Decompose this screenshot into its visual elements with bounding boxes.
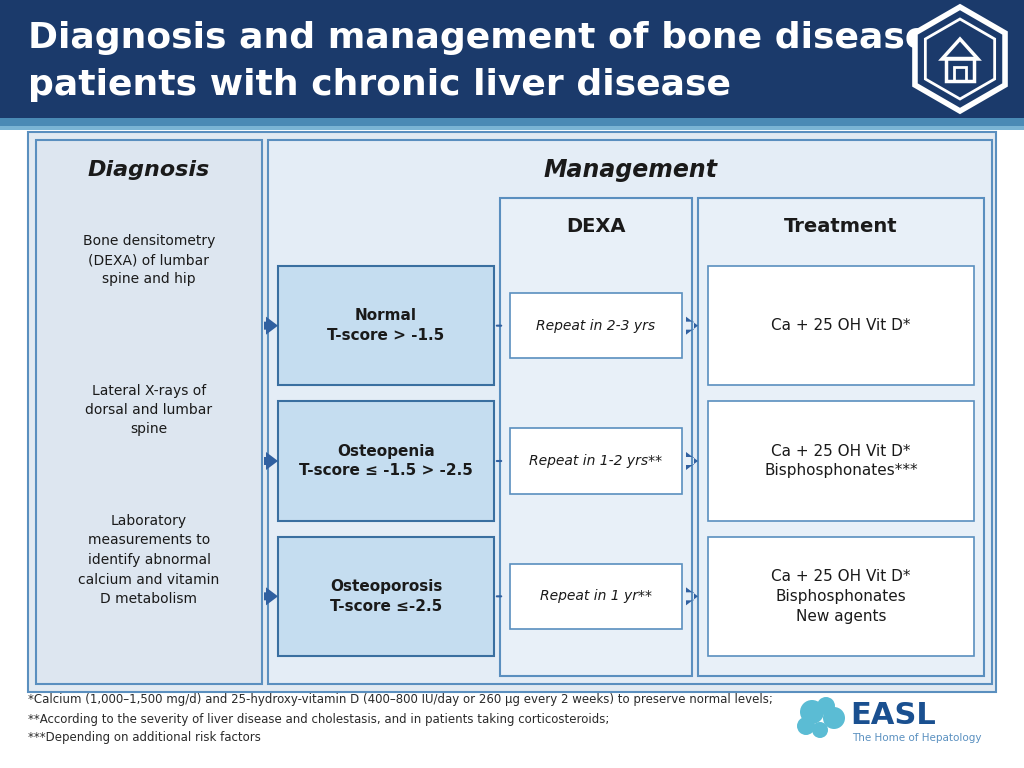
Bar <box>510 293 682 359</box>
Text: Laboratory
measurements to
identify abnormal
calcium and vitamin
D metabolism: Laboratory measurements to identify abno… <box>79 514 219 606</box>
Bar <box>0 0 1024 118</box>
Text: **According to the severity of liver disease and cholestasis, and in patients ta: **According to the severity of liver dis… <box>28 713 609 726</box>
Text: *Calcium (1,000–1,500 mg/d) and 25-hydroxy-vitamin D (400–800 IU/day or 260 μg e: *Calcium (1,000–1,500 mg/d) and 25-hydro… <box>28 694 773 707</box>
Bar <box>278 266 494 386</box>
Bar <box>28 132 996 692</box>
Polygon shape <box>915 7 1005 111</box>
Bar <box>500 198 692 676</box>
Text: Ca + 25 OH Vit D*
Bisphosphonates
New agents: Ca + 25 OH Vit D* Bisphosphonates New ag… <box>771 569 910 624</box>
Bar <box>954 67 966 81</box>
Text: EASL: EASL <box>850 701 936 730</box>
Text: Normal
T-score > -1.5: Normal T-score > -1.5 <box>328 308 444 343</box>
Bar <box>708 402 974 521</box>
Text: DEXA: DEXA <box>566 217 626 236</box>
Bar <box>36 140 262 684</box>
Bar <box>946 58 974 81</box>
Text: Management: Management <box>543 158 717 182</box>
Text: Osteoporosis
T-score ≤-2.5: Osteoporosis T-score ≤-2.5 <box>330 579 442 614</box>
Circle shape <box>797 717 815 735</box>
Text: Repeat in 1-2 yrs**: Repeat in 1-2 yrs** <box>529 454 663 468</box>
Polygon shape <box>686 452 698 470</box>
Bar <box>0 118 1024 126</box>
Text: Diagnosis: Diagnosis <box>88 160 210 180</box>
Bar <box>708 537 974 656</box>
Text: Diagnosis and management of bone disease in: Diagnosis and management of bone disease… <box>28 21 980 55</box>
Circle shape <box>817 697 835 715</box>
Text: ***Depending on additional risk factors: ***Depending on additional risk factors <box>28 731 261 744</box>
Bar <box>708 266 974 386</box>
Text: Repeat in 1 yr**: Repeat in 1 yr** <box>540 589 652 604</box>
Bar <box>510 429 682 494</box>
Text: Osteopenia
T-score ≤ -1.5 > -2.5: Osteopenia T-score ≤ -1.5 > -2.5 <box>299 444 473 478</box>
Circle shape <box>823 707 845 729</box>
Text: patients with chronic liver disease: patients with chronic liver disease <box>28 68 731 102</box>
Circle shape <box>800 700 824 724</box>
Text: Repeat in 2-3 yrs: Repeat in 2-3 yrs <box>537 319 655 333</box>
Text: The Home of Hepatology: The Home of Hepatology <box>852 733 981 743</box>
Bar <box>278 537 494 656</box>
Polygon shape <box>686 316 698 335</box>
Polygon shape <box>264 316 278 335</box>
Polygon shape <box>264 452 278 470</box>
Polygon shape <box>264 588 278 605</box>
Text: Treatment: Treatment <box>784 217 898 236</box>
Text: Bone densitometry
(DEXA) of lumbar
spine and hip: Bone densitometry (DEXA) of lumbar spine… <box>83 233 215 286</box>
Text: Ca + 25 OH Vit D*
Bisphosphonates***: Ca + 25 OH Vit D* Bisphosphonates*** <box>764 444 918 478</box>
Text: Lateral X-rays of
dorsal and lumbar
spine: Lateral X-rays of dorsal and lumbar spin… <box>85 383 213 436</box>
Text: Ca + 25 OH Vit D*: Ca + 25 OH Vit D* <box>771 318 910 333</box>
Polygon shape <box>686 588 698 605</box>
Bar <box>510 564 682 629</box>
Bar <box>268 140 992 684</box>
Circle shape <box>812 722 828 738</box>
Bar <box>278 402 494 521</box>
Bar <box>698 198 984 676</box>
Polygon shape <box>926 19 994 99</box>
Bar <box>0 126 1024 130</box>
